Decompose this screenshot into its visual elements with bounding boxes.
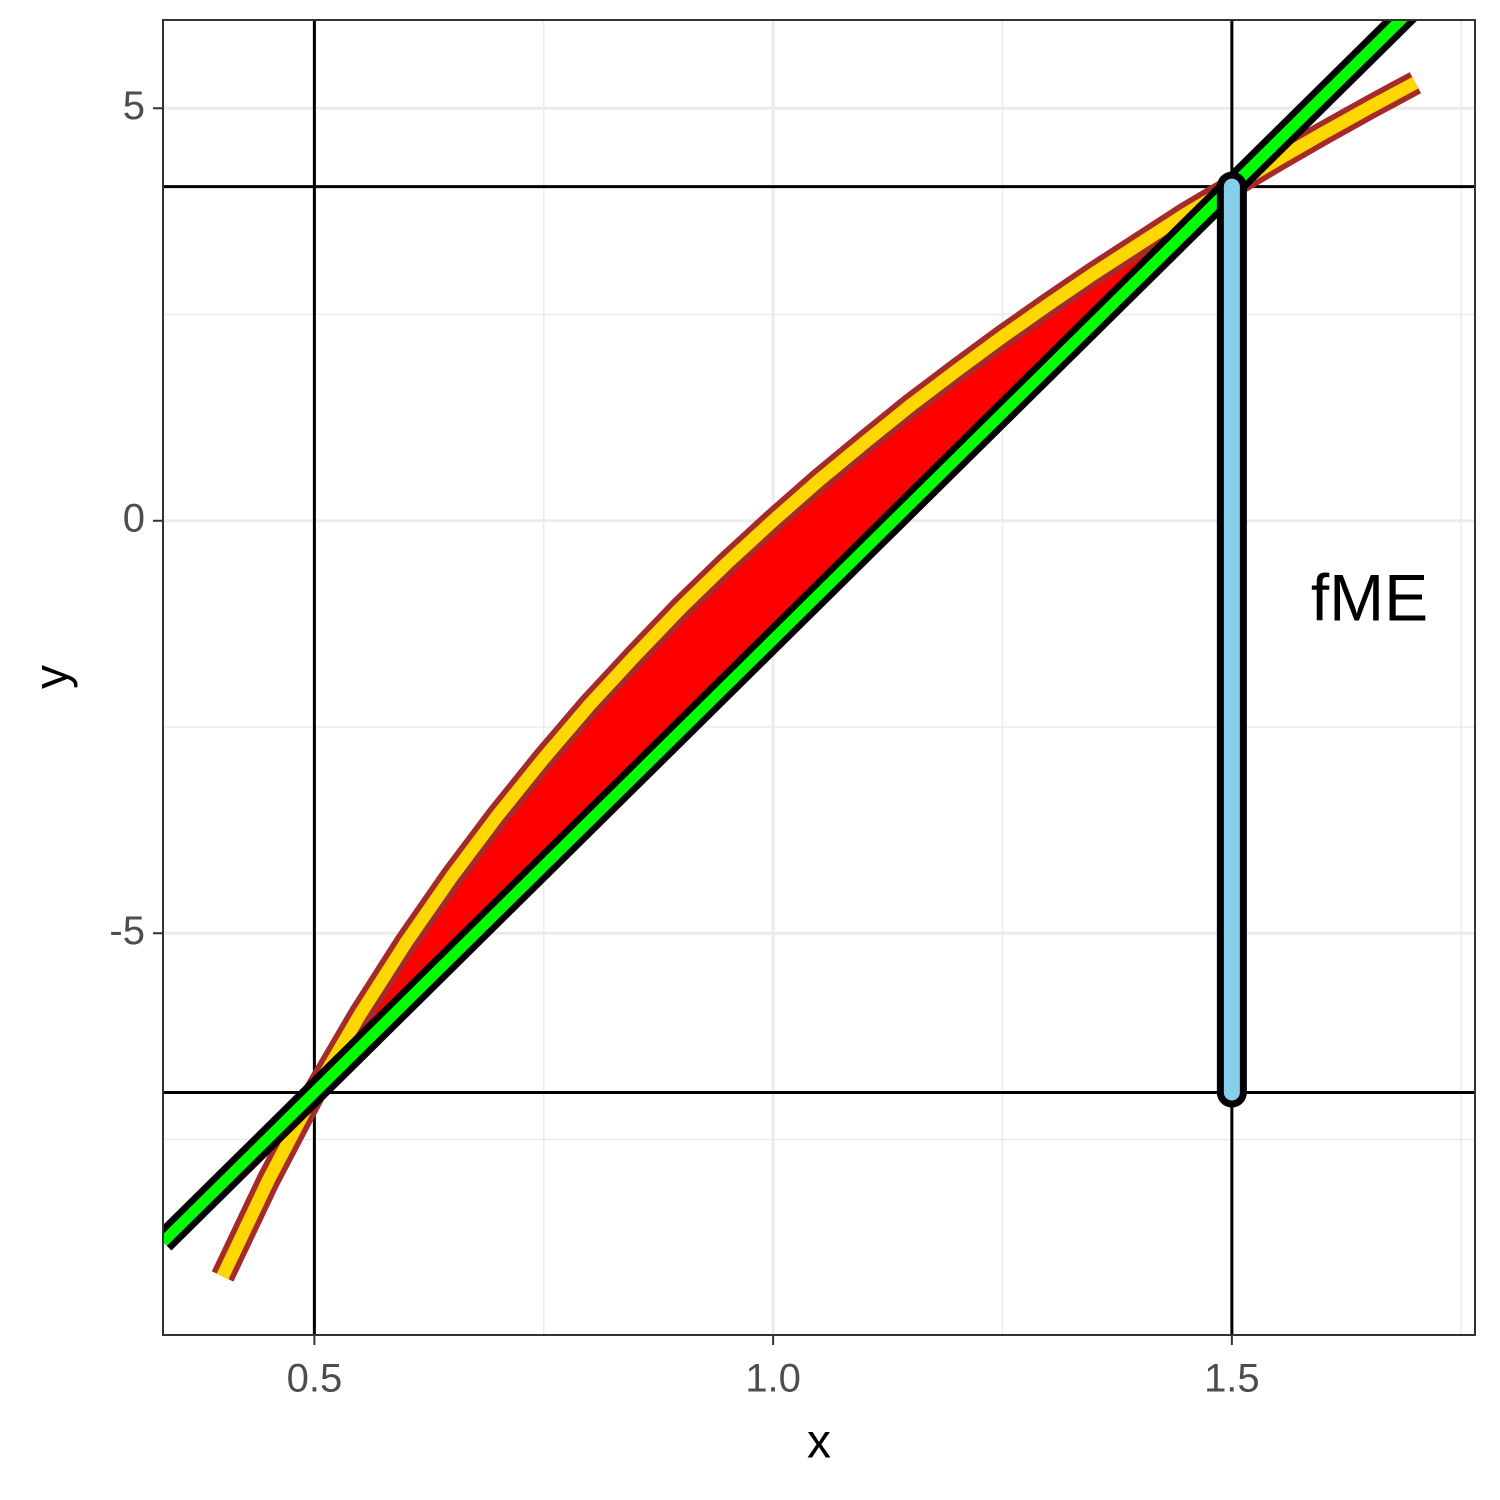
y-axis-title: y bbox=[26, 665, 79, 689]
y-tick-label: -5 bbox=[109, 909, 145, 953]
panel-border bbox=[162, 19, 1476, 1336]
axes: 0.5 1.0 1.5 -5 0 5 bbox=[109, 19, 1476, 1401]
secant bbox=[163, 20, 1409, 1246]
panel bbox=[163, 20, 1475, 1335]
x-tick-label: 1.5 bbox=[1204, 1357, 1260, 1401]
annotation: fME bbox=[1311, 561, 1428, 635]
x-tick-label: 1.0 bbox=[745, 1357, 801, 1401]
x-axis-title: x bbox=[807, 1416, 831, 1469]
x-tick-label: 0.5 bbox=[287, 1357, 343, 1401]
y-tick-label: 0 bbox=[123, 496, 145, 540]
y-tick-label: 5 bbox=[123, 84, 145, 128]
